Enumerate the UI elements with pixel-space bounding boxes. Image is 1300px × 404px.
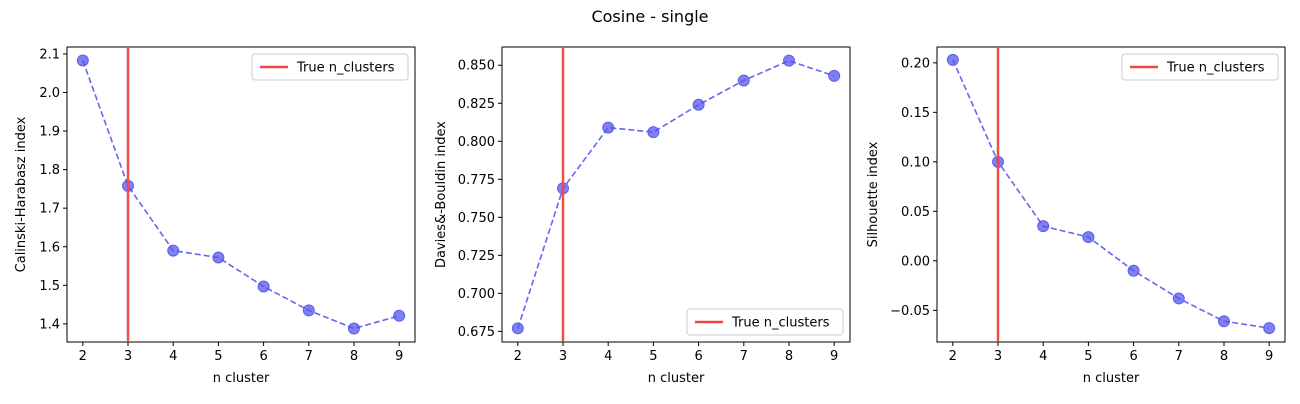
data-point xyxy=(511,322,524,335)
y-tick-label: 1.8 xyxy=(39,163,60,178)
y-tick-label: 0.20 xyxy=(901,56,930,71)
x-axis-label: n cluster xyxy=(1083,371,1140,386)
data-point xyxy=(828,69,841,82)
y-tick-label: 0.05 xyxy=(901,205,930,220)
x-axis-label: n cluster xyxy=(213,371,270,386)
legend-box xyxy=(1121,53,1279,81)
data-point xyxy=(1217,315,1230,328)
x-tick-label: 6 xyxy=(694,349,702,364)
x-tick-label: 7 xyxy=(740,349,748,364)
x-tick-label: 3 xyxy=(124,349,132,364)
x-tick-label: 8 xyxy=(785,349,793,364)
y-tick-label: 0.825 xyxy=(458,97,495,112)
data-point xyxy=(946,53,959,66)
x-tick-label: 9 xyxy=(1265,349,1273,364)
x-tick-label: 6 xyxy=(259,349,267,364)
axes-frame xyxy=(501,46,851,343)
series-line xyxy=(517,59,835,329)
legend-label: True n_clusters xyxy=(731,316,830,331)
x-tick-label: 6 xyxy=(1129,349,1137,364)
x-tick-label: 2 xyxy=(949,349,957,364)
x-tick-label: 5 xyxy=(649,349,657,364)
legend-box xyxy=(251,53,409,81)
y-axis-label: Calinski-Harabasz index xyxy=(14,116,29,272)
data-point xyxy=(212,251,225,264)
figure-title: Cosine - single xyxy=(591,7,708,26)
x-tick-label: 3 xyxy=(994,349,1002,364)
legend-box xyxy=(686,308,844,336)
legend: True n_clusters xyxy=(1121,53,1279,81)
data-point xyxy=(1082,231,1095,244)
legend-label: True n_clusters xyxy=(296,61,395,76)
data-point xyxy=(1263,322,1276,335)
y-tick-label: 2.0 xyxy=(39,86,60,101)
data-point xyxy=(1172,292,1185,305)
data-point xyxy=(782,54,795,67)
data-point xyxy=(302,304,315,317)
data-point xyxy=(76,54,89,67)
x-tick-label: 5 xyxy=(1084,349,1092,364)
data-point xyxy=(647,126,660,139)
x-tick-label: 9 xyxy=(830,349,838,364)
y-axis-label: Davies&-Bouldin index xyxy=(434,121,449,268)
axes-frame xyxy=(66,46,416,343)
y-tick-label: 0.675 xyxy=(458,325,495,340)
data-point xyxy=(602,121,615,134)
x-tick-label: 4 xyxy=(604,349,612,364)
data-point xyxy=(393,309,406,322)
x-tick-label: 9 xyxy=(395,349,403,364)
subplot-3: 2 3 4 5 6 7 8 9 −0.05 0.00 0.05 0.10 0.15 0.20 n clust… xyxy=(866,46,1286,386)
x-tick-label: 5 xyxy=(214,349,222,364)
y-tick-label: 0.725 xyxy=(458,249,495,264)
y-tick-label: 0.800 xyxy=(458,135,495,150)
y-tick-label: 0.775 xyxy=(458,173,495,188)
y-tick-label: 1.4 xyxy=(39,317,60,332)
data-point xyxy=(1127,264,1140,277)
x-tick-label: 2 xyxy=(514,349,522,364)
x-axis-label: n cluster xyxy=(648,371,705,386)
y-tick-label: 2.1 xyxy=(39,47,60,62)
y-tick-label: 0.15 xyxy=(901,106,930,121)
y-tick-label: 0.10 xyxy=(901,155,930,170)
y-tick-label: 1.6 xyxy=(39,240,60,255)
y-axis-label: Silhouette index xyxy=(866,141,881,247)
series-line xyxy=(82,60,400,330)
series-line xyxy=(952,59,1270,329)
y-tick-label: 0.850 xyxy=(458,59,495,74)
legend-label: True n_clusters xyxy=(1166,61,1265,76)
y-tick-label: 1.7 xyxy=(39,202,60,217)
legend: True n_clusters xyxy=(686,308,844,336)
subplot-1: 2 3 4 5 6 7 8 9 1.4 1.5 1.6 1.7 1.8 1.9 2.0 2.1 n cluste… xyxy=(14,46,416,386)
y-tick-label: 0.700 xyxy=(458,287,495,302)
y-tick-label: 1.9 xyxy=(39,125,60,140)
x-tick-label: 7 xyxy=(1175,349,1183,364)
x-tick-label: 4 xyxy=(1039,349,1047,364)
x-tick-label: 7 xyxy=(305,349,313,364)
data-point xyxy=(167,244,180,257)
y-tick-label: 1.5 xyxy=(39,279,60,294)
y-tick-label: 0.750 xyxy=(458,211,495,226)
x-tick-label: 8 xyxy=(1220,349,1228,364)
x-tick-label: 3 xyxy=(559,349,567,364)
data-point xyxy=(737,74,750,87)
y-tick-label: 0.00 xyxy=(901,254,930,269)
x-tick-label: 8 xyxy=(350,349,358,364)
x-tick-label: 2 xyxy=(79,349,87,364)
y-tick-label: −0.05 xyxy=(890,304,930,319)
data-point xyxy=(347,322,360,335)
data-point xyxy=(692,98,705,111)
legend: True n_clusters xyxy=(251,53,409,81)
axes-frame xyxy=(936,46,1286,343)
x-tick-label: 4 xyxy=(169,349,177,364)
data-point xyxy=(1037,220,1050,233)
data-point xyxy=(257,280,270,293)
subplot-2: 2 3 4 5 6 7 8 9 0.675 0.700 0.725 0.750 0.775 0.800 0.… xyxy=(434,46,851,386)
